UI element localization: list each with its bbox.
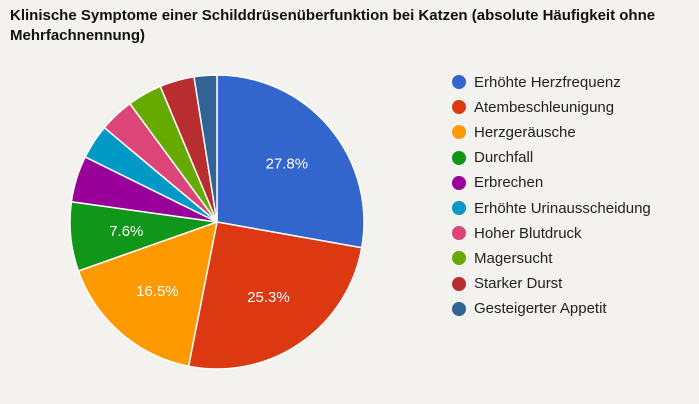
pie-slice[interactable] (216, 74, 365, 249)
pie-slice[interactable] (187, 221, 363, 370)
slice-data-label: 27.8% (266, 155, 309, 172)
legend-label: Gesteigerter Appetit (474, 300, 607, 318)
legend-label: Starker Durst (474, 275, 563, 293)
legend-label: Magersucht (474, 249, 553, 267)
legend-marker (452, 100, 466, 115)
legend-label: Erhöhte Herzfrequenz (474, 73, 621, 91)
legend-label: Erhöhte Urinausscheidung (474, 199, 651, 217)
legend-marker (452, 75, 466, 89)
legend-marker (452, 301, 466, 316)
legend-marker (452, 226, 466, 241)
legend-item[interactable]: Erhöhte Herzfrequenz (452, 72, 621, 92)
legend-item[interactable]: Hoher Blutdruck (452, 223, 582, 243)
legend-marker (452, 125, 466, 140)
legend-label: Durchfall (474, 149, 534, 167)
legend-item[interactable]: Durchfall (452, 148, 533, 168)
slice-data-label: 16.5% (136, 283, 179, 300)
pie-slice[interactable] (193, 74, 218, 223)
legend-label: Hoher Blutdruck (474, 224, 582, 242)
legend-item[interactable]: Magersucht (452, 248, 552, 268)
legend-item[interactable]: Erbrechen (452, 173, 543, 193)
legend-marker (452, 251, 466, 266)
legend-item[interactable]: Erhöhte Urinausscheidung (452, 198, 651, 218)
legend-label: Atembeschleunigung (474, 98, 615, 116)
legend-marker (452, 276, 466, 291)
legend-marker (452, 175, 466, 190)
legend-marker (452, 150, 466, 165)
legend-item[interactable]: Herzgeräusche (452, 122, 576, 142)
slice-data-label: 7.6% (109, 223, 143, 240)
slice-data-label: 25.3% (247, 289, 290, 306)
legend-marker (452, 201, 466, 215)
legend-label: Erbrechen (474, 174, 544, 192)
pie-slice[interactable] (77, 220, 218, 368)
legend-item[interactable]: Starker Durst (452, 274, 562, 294)
legend-item[interactable]: Atembeschleunigung (452, 97, 614, 117)
legend-item[interactable]: Gesteigerter Appetit (452, 299, 607, 319)
legend-label: Herzgeräusche (474, 123, 576, 141)
chart-title: Klinische Symptome einer Schilddrüsenübe… (10, 7, 656, 44)
